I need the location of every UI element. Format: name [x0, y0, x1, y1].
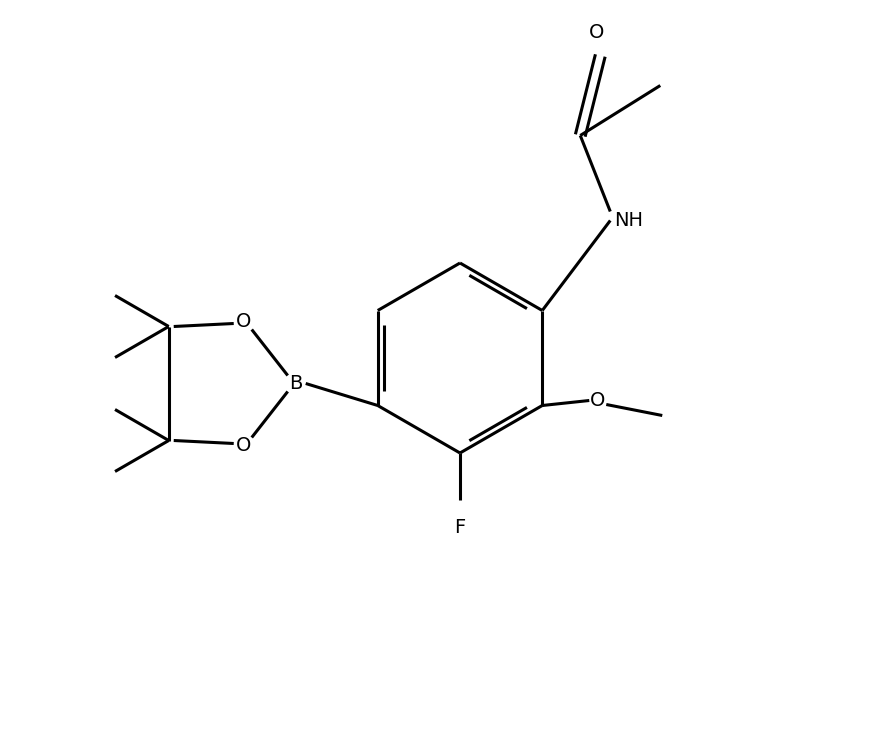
Text: NH: NH — [614, 211, 644, 230]
Text: O: O — [236, 312, 251, 331]
Text: F: F — [454, 518, 466, 537]
Text: O: O — [236, 436, 251, 455]
Text: O: O — [589, 22, 604, 41]
Text: B: B — [289, 374, 303, 393]
Text: O: O — [589, 391, 605, 410]
